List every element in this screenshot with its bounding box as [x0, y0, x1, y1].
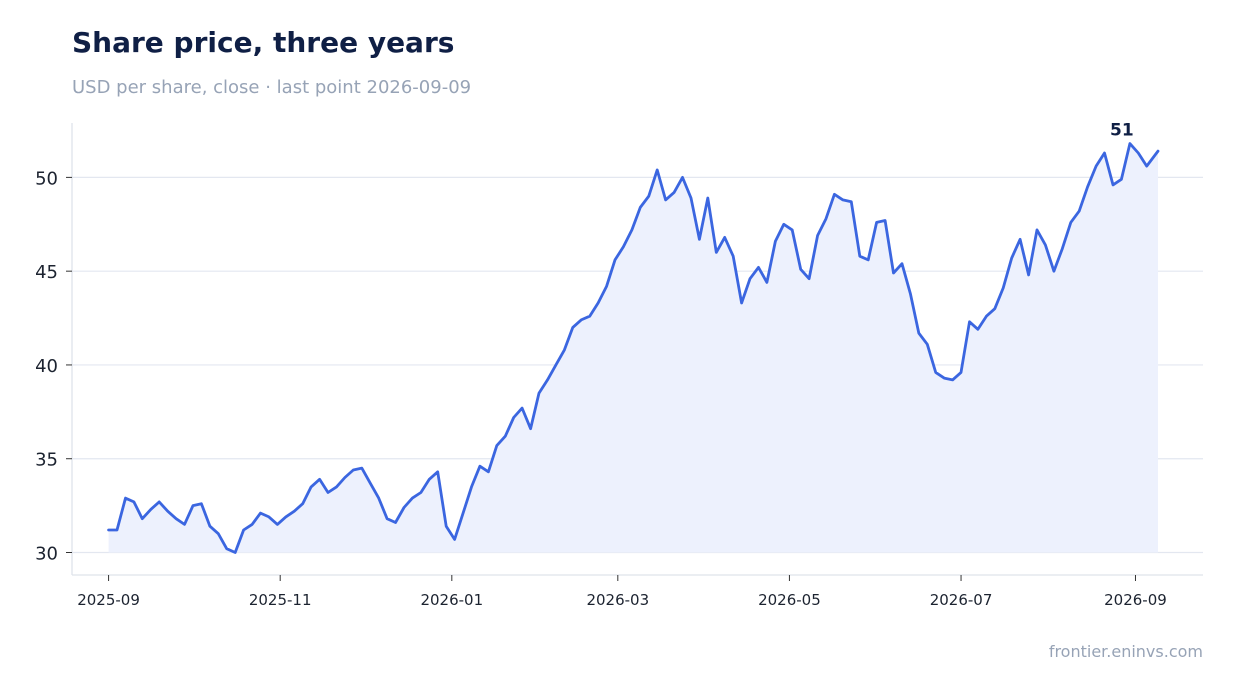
chart-subtitle: USD per share, close · last point 2026-0…: [72, 77, 472, 98]
axes: [71, 123, 1203, 576]
y-tick-label: 30: [35, 543, 58, 564]
source-credit: frontier.eninvs.com: [1048, 642, 1203, 661]
x-tick-label: 2025-11: [249, 591, 312, 609]
x-tick-label: 2026-07: [930, 591, 993, 609]
x-tick-label: 2026-01: [420, 591, 483, 609]
y-tick-label: 45: [35, 262, 58, 283]
x-tick-label: 2026-05: [758, 591, 821, 609]
x-tick-label: 2025-09: [77, 591, 140, 609]
chart-title: Share price, three years: [72, 26, 455, 59]
y-tick-label: 50: [35, 168, 58, 189]
peak-annotation: 51: [1110, 121, 1134, 141]
y-tick-label: 35: [35, 450, 58, 471]
price-area: [108, 143, 1159, 553]
x-tick-label: 2026-09: [1104, 591, 1167, 609]
price-line: [107, 142, 1160, 554]
tick-labels: 30 35 40 45 50 2025-09 2025-11 2026-01 2026-03 20…: [35, 168, 1167, 609]
y-tick-label: 40: [35, 356, 58, 377]
x-tick-label: 2026-03: [586, 591, 649, 609]
